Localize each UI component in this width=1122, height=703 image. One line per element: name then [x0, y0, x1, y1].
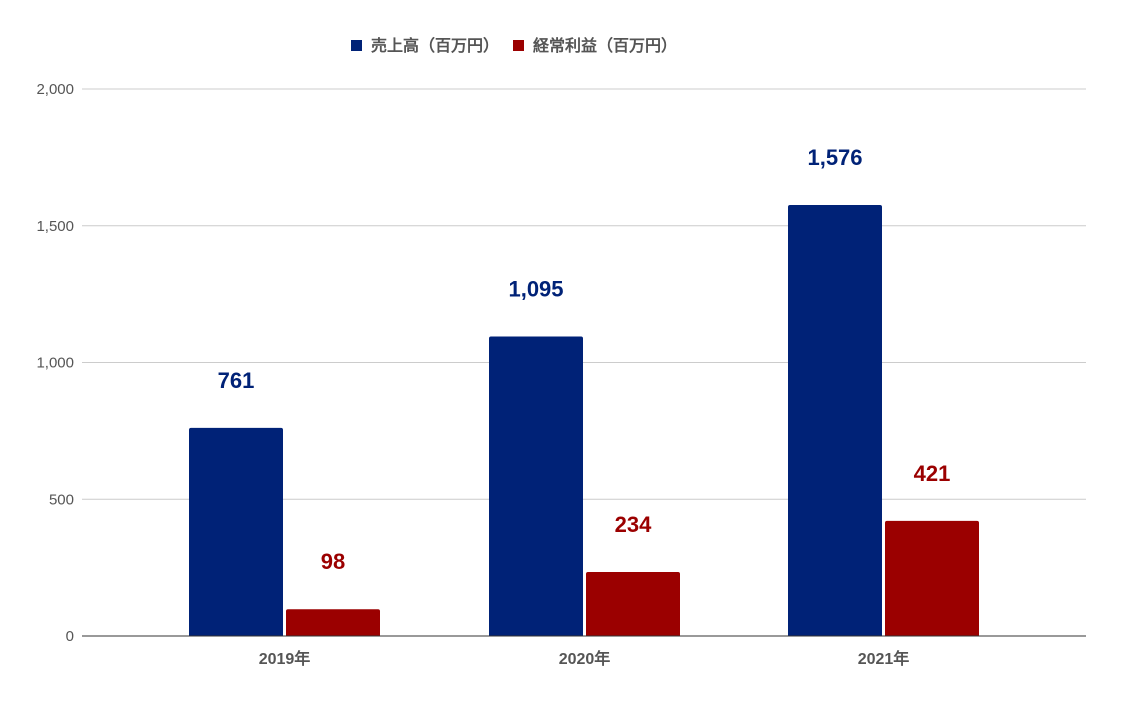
legend-label: 経常利益（百万円） — [533, 36, 677, 55]
legend-label: 売上高（百万円） — [371, 36, 499, 55]
bar-profit-0 — [286, 609, 380, 636]
data-label: 234 — [615, 512, 652, 537]
legend-swatch — [513, 40, 524, 51]
x-tick-label: 2019年 — [259, 649, 311, 668]
bar-sales-2 — [788, 204, 882, 637]
y-tick-label: 1,500 — [36, 218, 74, 235]
data-label: 761 — [218, 368, 255, 393]
data-labels: 761 1,095 1,576 98 234 421 — [218, 145, 951, 574]
gridlines — [82, 88, 1086, 500]
data-label: 421 — [914, 461, 951, 486]
y-tick-label: 500 — [49, 491, 74, 508]
x-tick-label: 2021年 — [858, 649, 910, 668]
legend: 売上高（百万円） 経常利益（百万円） — [351, 36, 677, 55]
axes: 0 500 1,000 1,500 2,000 2019年 2020年 2021年 — [36, 81, 1086, 668]
x-tick-label: 2020年 — [559, 649, 611, 668]
data-label: 1,095 — [508, 277, 563, 302]
bar-sales-0 — [189, 427, 283, 636]
bar-profit-2 — [885, 520, 979, 636]
y-tick-label: 0 — [66, 628, 74, 645]
data-label: 1,576 — [807, 145, 862, 170]
y-tick-label: 1,000 — [36, 355, 74, 372]
bar-sales-1 — [489, 336, 583, 636]
bar-profit-1 — [586, 572, 680, 636]
legend-swatch — [351, 40, 362, 51]
y-tick-label: 2,000 — [36, 81, 74, 98]
bars — [189, 204, 979, 637]
data-label: 98 — [321, 549, 345, 574]
